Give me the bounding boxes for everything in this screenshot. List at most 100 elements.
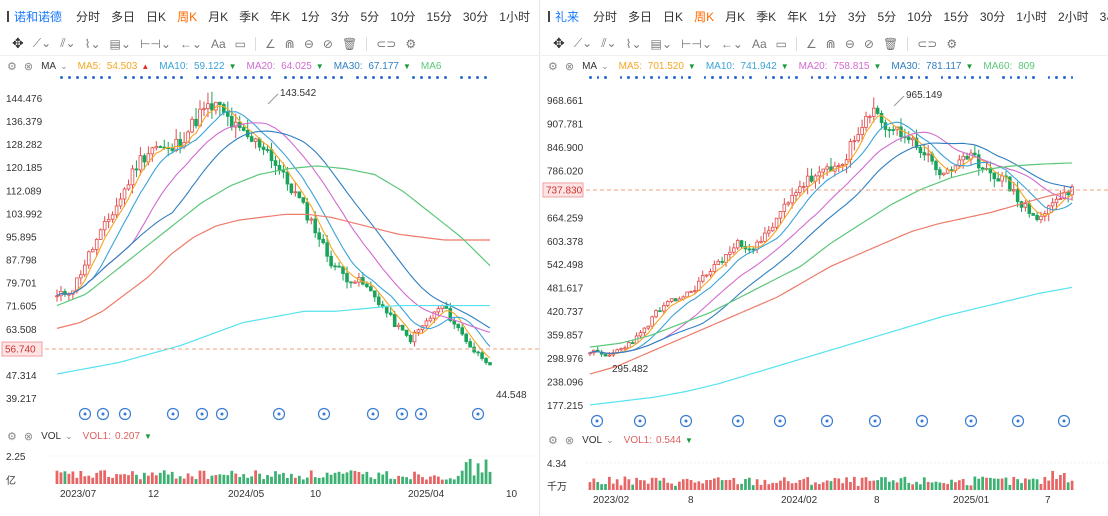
candle-body — [138, 155, 143, 171]
gear-icon[interactable]: ⚙ — [7, 60, 17, 73]
gear-icon[interactable]: ⚙ — [548, 60, 558, 73]
volume-bar — [934, 481, 938, 490]
vol-label[interactable]: VOL — [582, 434, 603, 446]
timeframe-tab[interactable]: 30分 — [979, 9, 1006, 24]
wave-icon[interactable]: ⌇⌄ — [84, 36, 101, 51]
signal-dot — [260, 76, 263, 79]
volume-bar — [460, 470, 464, 484]
hide-icon[interactable]: ⊘ — [863, 36, 874, 51]
timeframe-tab[interactable]: 10分 — [907, 9, 933, 24]
timeframe-tab[interactable]: 分时 — [593, 9, 618, 24]
crosshair-icon[interactable]: ✥ — [553, 35, 565, 51]
arrow-icon[interactable]: ←⌄ — [179, 36, 202, 51]
volume-bar — [421, 477, 424, 484]
timeframe-tab[interactable]: 日K — [663, 9, 684, 24]
timeframe-tab[interactable]: 周K — [694, 9, 715, 24]
channel-icon[interactable]: ⫽⌄ — [601, 36, 617, 50]
note-icon[interactable]: ▭ — [775, 36, 788, 51]
timeframe-tab[interactable]: 3分 — [847, 9, 867, 24]
candle-body — [130, 168, 135, 186]
wave-icon[interactable]: ⌇⌄ — [625, 36, 642, 51]
timeframe-tab[interactable]: 年K — [787, 9, 808, 24]
magnet-icon[interactable]: ⋒ — [284, 36, 295, 51]
settings-icon[interactable]: ⚙ — [405, 36, 417, 51]
volume-bar — [650, 477, 654, 490]
link-icon[interactable]: ⊂⊃ — [376, 36, 397, 51]
range-icon[interactable]: ⊢⊣⌄ — [139, 36, 171, 51]
signal-dot — [1001, 76, 1005, 79]
candle-body — [934, 160, 938, 171]
note-icon[interactable]: ▭ — [234, 36, 247, 51]
chevron-down-icon[interactable]: ⌄ — [606, 434, 614, 445]
candle-body — [341, 266, 345, 274]
chevron-down-icon[interactable]: ⌄ — [60, 60, 68, 71]
close-icon[interactable]: ⊗ — [564, 60, 575, 73]
timeframe-tab[interactable]: 分时 — [76, 9, 101, 24]
timeframe-tab[interactable]: 月K — [725, 9, 746, 24]
volume-bar — [274, 471, 277, 484]
timeframe-tab[interactable]: 10分 — [390, 9, 416, 24]
volume-bar — [845, 477, 848, 490]
gear-icon[interactable]: ⚙ — [548, 434, 558, 447]
candle-body — [460, 327, 464, 335]
range-icon[interactable]: ⊢⊣⌄ — [680, 36, 712, 51]
trend-line-icon[interactable]: ⟋⌄ — [32, 36, 52, 50]
timeframe-tab[interactable]: 多日 — [111, 9, 136, 24]
stock-name[interactable]: 礼来 — [555, 9, 580, 24]
ma-name: MA60: — [983, 60, 1013, 72]
channel-icon[interactable]: ⫽⌄ — [60, 36, 76, 50]
ruler-icon[interactable]: ∠ — [265, 36, 276, 51]
timeframe-tab[interactable]: 1分 — [818, 9, 837, 24]
link-icon[interactable]: ⊂⊃ — [917, 36, 938, 51]
hide-icon[interactable]: ⊘ — [322, 36, 333, 51]
close-icon[interactable]: ⊗ — [23, 430, 34, 443]
timeframe-tab[interactable]: 1小时 — [1016, 9, 1047, 24]
timeframe-tab[interactable]: 年K — [270, 9, 291, 24]
ma-label[interactable]: MA — [582, 60, 598, 72]
lock-icon[interactable]: ⊖ — [844, 36, 855, 51]
stock-name[interactable]: 诺和诺德 — [14, 9, 63, 24]
signal-dot — [324, 76, 327, 79]
timeframe-tab[interactable]: 季K — [239, 9, 260, 24]
text-icon[interactable]: Aa — [210, 36, 226, 51]
price-chart[interactable]: 144.476 136.379 128.282 120.185 112.089 103.9… — [0, 0, 540, 516]
timeframe-tab[interactable]: 3小时 — [1099, 9, 1108, 24]
fib-icon[interactable]: ▤⌄ — [109, 36, 131, 51]
crosshair-icon[interactable]: ✥ — [12, 35, 24, 51]
chevron-down-icon[interactable]: ⌄ — [65, 430, 73, 441]
settings-icon[interactable]: ⚙ — [946, 36, 958, 51]
timeframe-tab[interactable]: 5分 — [877, 9, 897, 24]
trash-icon[interactable]: 🗑 — [882, 36, 899, 51]
price-chart[interactable]: 968.661 907.781 846.900 786.020 664.259 603.3… — [541, 0, 1108, 516]
trend-line-icon[interactable]: ⟋⌄ — [573, 36, 593, 50]
timeframe-tab[interactable]: 1小时 — [499, 9, 530, 24]
fib-icon[interactable]: ▤⌄ — [650, 36, 672, 51]
ruler-icon[interactable]: ∠ — [806, 36, 817, 51]
signal-dot — [92, 76, 95, 79]
text-icon[interactable]: Aa — [751, 36, 767, 51]
close-icon[interactable]: ⊗ — [23, 60, 34, 73]
chevron-down-icon[interactable]: ⌄ — [601, 60, 609, 71]
ma-name: MA10: — [159, 60, 189, 72]
candle-body — [222, 104, 226, 113]
timeframe-tab[interactable]: 2小时 — [1057, 9, 1089, 24]
gear-icon[interactable]: ⚙ — [7, 430, 17, 443]
lock-icon[interactable]: ⊖ — [303, 36, 314, 51]
timeframe-tab[interactable]: 15分 — [943, 9, 969, 24]
timeframe-tab[interactable]: 15分 — [426, 9, 452, 24]
timeframe-tab[interactable]: 多日 — [628, 9, 653, 24]
ma-label[interactable]: MA — [41, 60, 57, 72]
arrow-icon[interactable]: ←⌄ — [720, 36, 743, 51]
timeframe-tab[interactable]: 周K — [177, 9, 198, 24]
magnet-icon[interactable]: ⋒ — [825, 36, 836, 51]
timeframe-tab[interactable]: 日K — [146, 9, 167, 24]
timeframe-tab[interactable]: 1分 — [301, 9, 320, 24]
timeframe-tab[interactable]: 季K — [756, 9, 777, 24]
trash-icon[interactable]: 🗑 — [341, 36, 358, 51]
timeframe-tab[interactable]: 月K — [208, 9, 229, 24]
close-icon[interactable]: ⊗ — [564, 434, 575, 447]
vol-label[interactable]: VOL — [41, 430, 62, 442]
timeframe-tab[interactable]: 5分 — [360, 9, 380, 24]
timeframe-tab[interactable]: 30分 — [462, 9, 489, 24]
timeframe-tab[interactable]: 3分 — [330, 9, 350, 24]
